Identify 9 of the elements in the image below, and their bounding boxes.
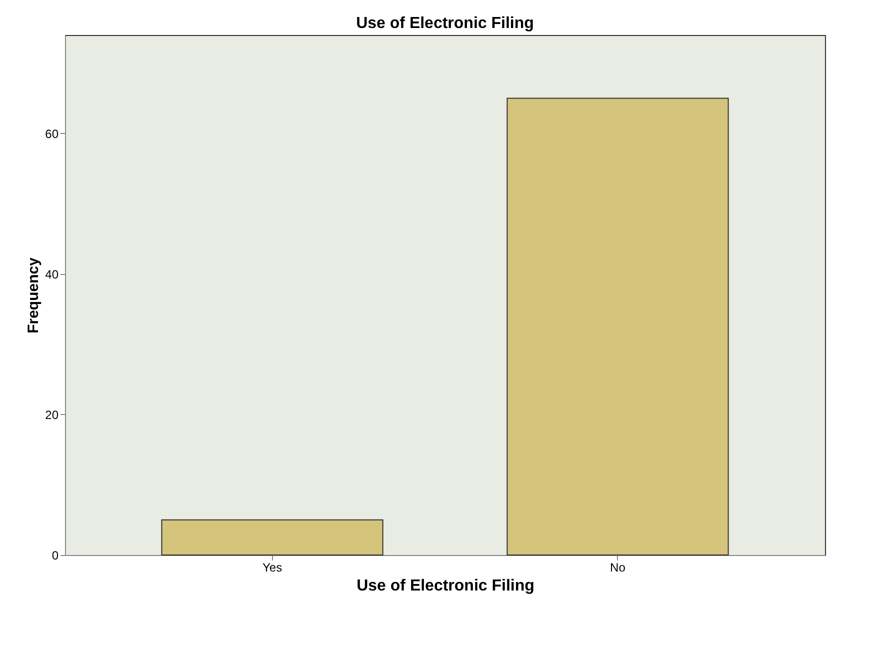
y-tick-label: 20: [45, 408, 59, 422]
x-tick-label: Yes: [262, 560, 282, 574]
y-axis-title: Frequency: [25, 256, 42, 334]
y-tick-label: 40: [45, 267, 59, 282]
y-tick-label: 60: [45, 126, 59, 141]
x-tick-label: No: [610, 560, 626, 574]
chart-title: Use of Electronic Filing: [356, 15, 534, 32]
x-axis-title: Use of Electronic Filing: [356, 578, 534, 594]
y-tick-label: 0: [52, 548, 59, 562]
